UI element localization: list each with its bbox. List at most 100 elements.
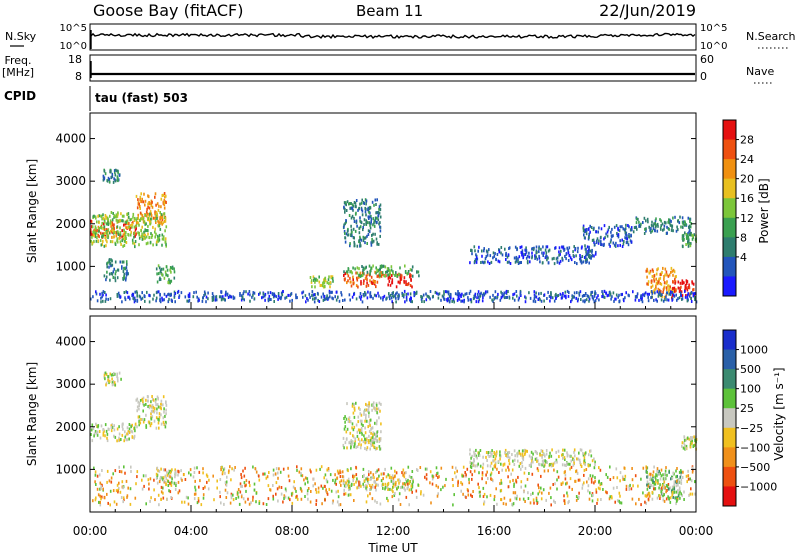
heatmap-cell	[330, 489, 333, 493]
heatmap-cell	[489, 295, 491, 299]
heatmap-cell	[106, 436, 108, 440]
heatmap-cell	[454, 292, 457, 296]
heatmap-cell	[259, 291, 261, 295]
heatmap-cell	[354, 267, 356, 271]
heatmap-cell	[656, 222, 659, 226]
heatmap-cell	[398, 272, 400, 276]
heatmap-cell	[358, 206, 360, 210]
heatmap-cell	[328, 289, 331, 293]
heatmap-cell	[353, 201, 356, 204]
heatmap-cell	[363, 412, 365, 416]
heatmap-cell	[139, 295, 142, 299]
heatmap-cell	[99, 503, 102, 507]
heatmap-cell	[586, 252, 589, 256]
heatmap-cell	[642, 293, 644, 297]
heatmap-cell	[369, 418, 372, 422]
heatmap-cell	[623, 478, 626, 481]
heatmap-cell	[248, 290, 251, 293]
heatmap-cell	[152, 398, 155, 402]
heatmap-cell	[689, 436, 692, 439]
heatmap-cell	[585, 232, 588, 236]
heatmap-cell	[389, 272, 391, 276]
heatmap-cell	[491, 449, 493, 453]
heatmap-cell	[564, 477, 567, 481]
heatmap-cell	[106, 222, 108, 226]
heatmap-cell	[224, 293, 227, 297]
heatmap-cell	[164, 229, 166, 233]
heatmap-cell	[478, 486, 480, 490]
heatmap-cell	[677, 280, 680, 284]
heatmap-cell	[645, 501, 647, 505]
heatmap-cell	[145, 242, 148, 246]
heatmap-cell	[406, 283, 409, 287]
heatmap-cell	[603, 289, 606, 293]
colorbar-tick-label: 1000	[740, 344, 768, 357]
heatmap-cell	[477, 292, 479, 296]
heatmap-cell	[685, 233, 688, 236]
heatmap-cell	[685, 474, 688, 478]
heatmap-cell	[106, 480, 108, 484]
heatmap-cell	[670, 292, 672, 296]
heatmap-cell	[131, 222, 134, 226]
heatmap-cell	[375, 403, 378, 407]
heatmap-cell	[492, 459, 494, 463]
heatmap-cell	[93, 230, 95, 234]
heatmap-cell	[128, 295, 130, 299]
heatmap-cell	[109, 231, 111, 235]
heatmap-cell	[139, 195, 142, 199]
heatmap-cell	[122, 500, 124, 504]
heatmap-cell	[102, 213, 104, 217]
heatmap-cell	[521, 249, 524, 253]
heatmap-cell	[92, 233, 94, 237]
heatmap-cell	[165, 403, 168, 407]
heatmap-cell	[664, 472, 666, 476]
heatmap-cell	[475, 260, 478, 264]
heatmap-cell	[242, 497, 245, 501]
heatmap-cell	[245, 489, 247, 493]
heatmap-cell	[166, 470, 168, 474]
heatmap-cell	[139, 211, 142, 215]
heatmap-cell	[683, 237, 685, 241]
heatmap-cell	[534, 300, 537, 304]
heatmap-cell	[491, 452, 493, 456]
heatmap-cell	[142, 217, 144, 221]
heatmap-cell	[469, 470, 472, 474]
heatmap-cell	[583, 473, 585, 477]
heatmap-cell	[272, 494, 274, 498]
heatmap-cell	[127, 295, 129, 299]
heatmap-cell	[164, 270, 167, 274]
colorbar-segment	[723, 408, 736, 429]
heatmap-cell	[352, 474, 354, 478]
heatmap-cell	[379, 267, 381, 271]
heatmap-cell	[673, 485, 675, 489]
heatmap-cell	[435, 473, 438, 477]
heatmap-cell	[556, 478, 558, 482]
heatmap-cell	[137, 213, 139, 217]
heatmap-cell	[306, 489, 309, 493]
heatmap-cell	[628, 487, 631, 491]
heatmap-cell	[157, 493, 160, 497]
heatmap-cell	[146, 229, 148, 232]
heatmap-cell	[379, 438, 382, 442]
heatmap-cell	[193, 466, 196, 470]
heatmap-cell	[389, 293, 392, 297]
heatmap-cell	[618, 299, 621, 303]
heatmap-cell	[515, 290, 518, 293]
heatmap-cell	[678, 296, 681, 300]
heatmap-cell	[103, 227, 106, 231]
heatmap-cell	[183, 473, 185, 477]
heatmap-cell	[154, 227, 156, 231]
heatmap-cell	[578, 458, 581, 462]
heatmap-cell	[272, 473, 275, 477]
heatmap-cell	[367, 233, 370, 236]
heatmap-cell	[581, 294, 584, 298]
heatmap-cell	[258, 292, 260, 296]
heatmap-cell	[202, 471, 204, 475]
heatmap-cell	[532, 248, 535, 252]
heatmap-cell	[579, 254, 581, 257]
heatmap-cell	[277, 476, 279, 480]
heatmap-cell	[358, 267, 360, 271]
heatmap-cell	[594, 292, 596, 296]
heatmap-cell	[567, 248, 569, 252]
heatmap-cell	[476, 456, 478, 460]
